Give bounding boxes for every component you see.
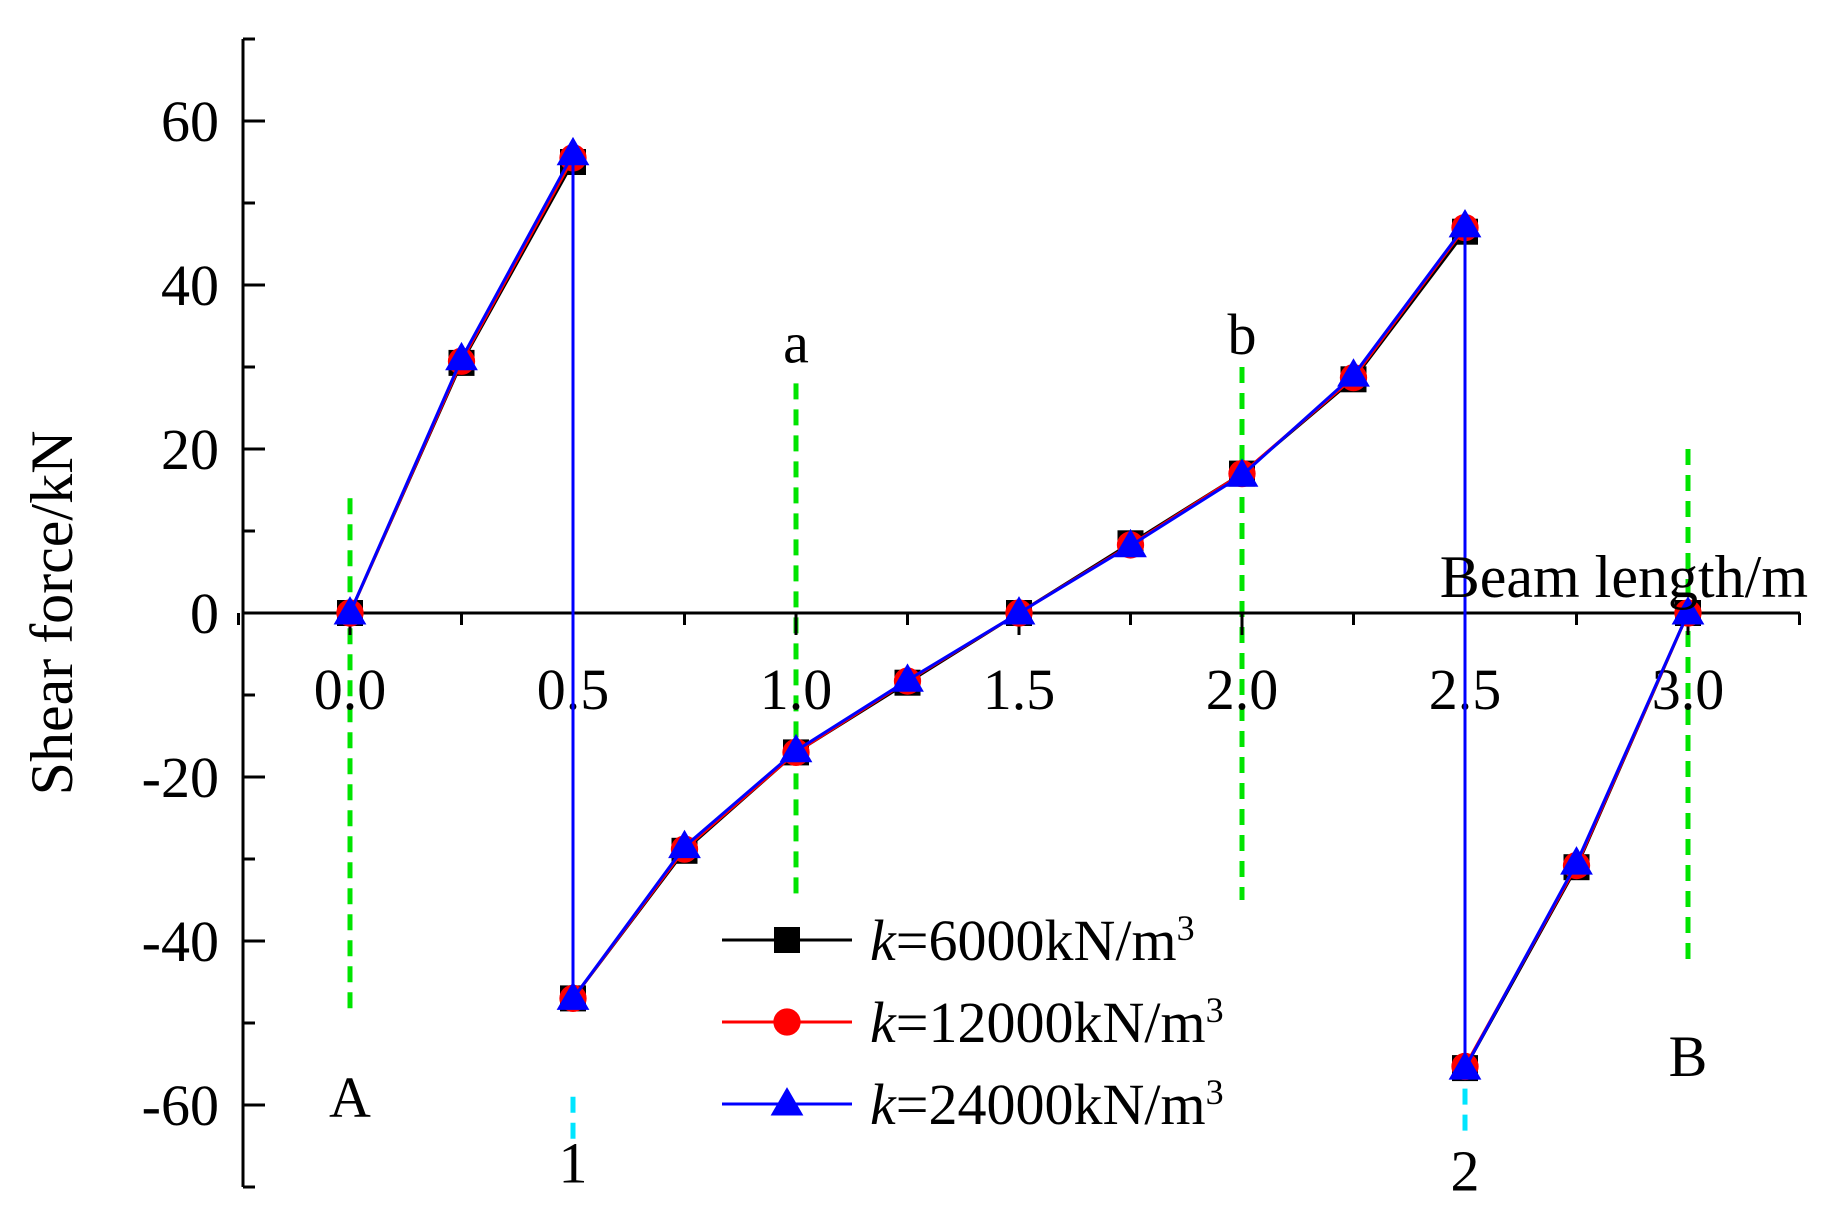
y-tick-label: 20 — [161, 417, 219, 482]
y-tick-label: -40 — [142, 909, 219, 974]
reference-lines: A 1 a b 2 B — [329, 302, 1707, 1203]
x-tick-label: 0.0 — [314, 657, 387, 722]
x-ticks: 0.0 0.5 1.0 1.5 2.0 2.5 3.0 — [237, 613, 1801, 722]
data-point — [1114, 528, 1147, 558]
y-ticks: -60 -40 -20 0 20 40 60 — [142, 37, 265, 1189]
legend-entry: k=24000kN/m3 — [722, 1072, 1224, 1137]
data-point — [556, 136, 590, 166]
series — [333, 136, 1705, 1080]
data-point — [556, 981, 590, 1010]
legend-label-text: =6000kN/m — [896, 908, 1177, 973]
data-point — [770, 1087, 804, 1116]
y-tick-label: -20 — [142, 745, 219, 810]
reference-label: A — [329, 1065, 371, 1130]
legend-label-variable: k — [870, 908, 897, 973]
legend-entry: k=12000kN/m3 — [722, 990, 1224, 1055]
legend-label-superscript: 3 — [1177, 908, 1195, 948]
legend-label-text: =24000kN/m — [896, 1072, 1206, 1137]
reference-label: b — [1228, 302, 1257, 367]
series-layer — [333, 136, 1705, 1082]
legend-label-variable: k — [870, 1072, 897, 1137]
data-point — [779, 733, 813, 763]
y-tick-label: -60 — [142, 1073, 219, 1138]
y-tick-label: 0 — [190, 581, 219, 646]
x-tick-label: 1.5 — [983, 657, 1056, 722]
x-axis-title: Beam length/m — [1440, 544, 1808, 610]
x-tick-label: 1.0 — [760, 657, 833, 722]
data-point — [1671, 596, 1705, 625]
data-point — [333, 596, 367, 625]
data-point — [1448, 1051, 1482, 1080]
y-axis-title: Shear force/kN — [19, 431, 85, 796]
reference-label: a — [783, 310, 809, 375]
data-point — [1337, 358, 1370, 387]
x-tick-label: 2.0 — [1206, 657, 1279, 722]
data-point — [668, 829, 701, 859]
reference-label: B — [1669, 1024, 1708, 1089]
data-point — [1448, 209, 1482, 238]
data-point — [1225, 458, 1259, 487]
y-tick-label: 40 — [161, 253, 219, 318]
reference-label: 2 — [1451, 1139, 1480, 1204]
data-point — [445, 341, 478, 371]
legend-entry: k=6000kN/m3 — [722, 908, 1195, 973]
data-point — [1560, 846, 1593, 875]
data-point — [1002, 596, 1036, 625]
legend-label: k=12000kN/m3 — [870, 990, 1224, 1055]
legend-label-superscript: 3 — [1206, 1072, 1224, 1112]
y-tick-label: 60 — [161, 89, 219, 154]
data-point — [773, 1008, 801, 1036]
data-point — [891, 663, 924, 692]
legend-label: k=6000kN/m3 — [870, 908, 1195, 973]
legend-label-variable: k — [870, 990, 897, 1055]
reference-label: 1 — [559, 1130, 588, 1195]
legend-label: k=24000kN/m3 — [870, 1072, 1224, 1137]
legend-label-superscript: 3 — [1206, 990, 1224, 1030]
legend-label-text: =12000kN/m — [896, 990, 1206, 1055]
data-point — [774, 927, 800, 953]
legend: k=6000kN/m3k=12000kN/m3k=24000kN/m3 — [722, 908, 1224, 1137]
